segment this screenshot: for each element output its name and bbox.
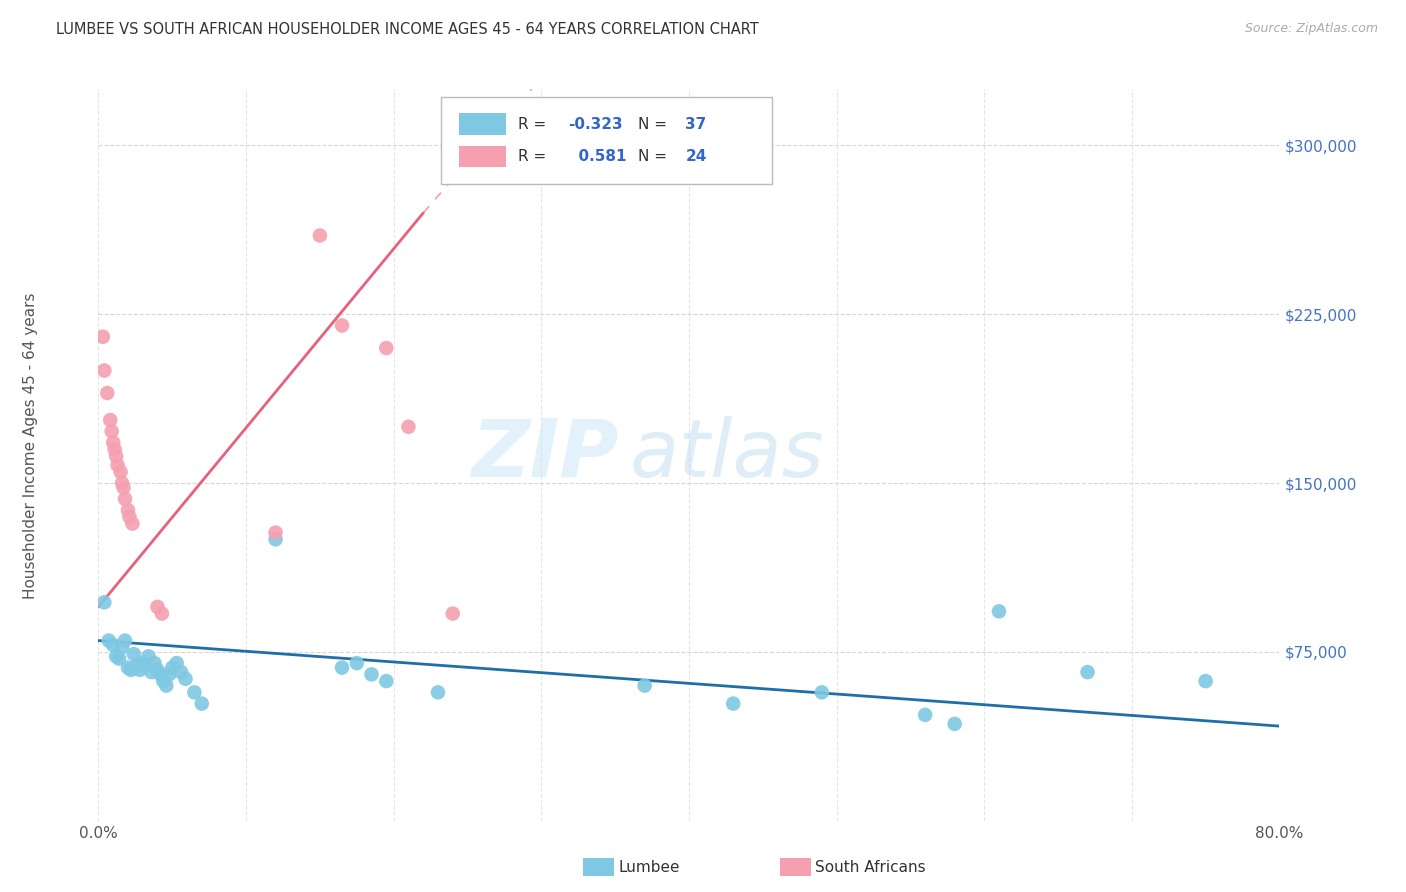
Point	[375, 674, 398, 689]
Text: Householder Income Ages 45 - 64 years: Householder Income Ages 45 - 64 years	[24, 293, 38, 599]
Point	[105, 449, 128, 463]
Text: ZIP: ZIP	[471, 416, 619, 494]
Text: R =: R =	[517, 149, 551, 164]
Point	[104, 442, 127, 457]
Point	[166, 656, 188, 670]
Point	[103, 435, 125, 450]
Text: N =: N =	[638, 149, 672, 164]
Text: -0.323: -0.323	[568, 117, 623, 132]
Point	[191, 697, 214, 711]
Point	[155, 679, 177, 693]
Text: atlas: atlas	[630, 416, 825, 494]
Point	[943, 717, 966, 731]
Text: 0.581: 0.581	[568, 149, 627, 164]
Text: LUMBEE VS SOUTH AFRICAN HOUSEHOLDER INCOME AGES 45 - 64 YEARS CORRELATION CHART: LUMBEE VS SOUTH AFRICAN HOUSEHOLDER INCO…	[56, 22, 759, 37]
Text: N =: N =	[638, 117, 672, 132]
Point	[117, 660, 139, 674]
Point	[174, 672, 197, 686]
Point	[108, 651, 131, 665]
Point	[132, 656, 155, 670]
Text: Source: ZipAtlas.com: Source: ZipAtlas.com	[1244, 22, 1378, 36]
Point	[150, 607, 173, 621]
Point	[97, 633, 120, 648]
Point	[117, 503, 139, 517]
Point	[152, 674, 174, 689]
Point	[170, 665, 193, 679]
Point	[183, 685, 205, 699]
Point	[375, 341, 398, 355]
Point	[330, 660, 353, 674]
Point	[309, 228, 332, 243]
FancyBboxPatch shape	[441, 96, 772, 185]
Point	[138, 649, 160, 664]
Point	[987, 604, 1010, 618]
Point	[135, 658, 157, 673]
Point	[110, 465, 132, 479]
Point	[1195, 674, 1218, 689]
Point	[264, 533, 287, 547]
Point	[162, 660, 183, 674]
Point	[914, 707, 936, 722]
Point	[141, 665, 163, 679]
Text: South Africans: South Africans	[815, 860, 927, 874]
Point	[111, 476, 134, 491]
Point	[360, 667, 382, 681]
Point	[105, 649, 128, 664]
Point	[264, 525, 287, 540]
Point	[121, 516, 143, 531]
Point	[122, 647, 145, 661]
Point	[721, 697, 744, 711]
Point	[118, 509, 141, 524]
Point	[810, 685, 832, 699]
FancyBboxPatch shape	[458, 145, 506, 168]
Point	[149, 667, 172, 681]
Point	[146, 599, 169, 614]
Point	[146, 663, 169, 677]
Text: R =: R =	[517, 117, 551, 132]
Point	[111, 640, 134, 655]
Point	[330, 318, 353, 333]
Point	[96, 386, 118, 401]
Point	[120, 663, 142, 677]
Text: Lumbee: Lumbee	[619, 860, 681, 874]
Point	[114, 491, 136, 506]
Point	[396, 419, 419, 434]
Point	[93, 595, 115, 609]
Point	[633, 679, 655, 693]
FancyBboxPatch shape	[458, 113, 506, 136]
Point	[100, 425, 122, 439]
Point	[107, 458, 129, 472]
Point	[103, 638, 125, 652]
Point	[93, 363, 115, 377]
Point	[91, 330, 114, 344]
Point	[1077, 665, 1099, 679]
Point	[427, 685, 450, 699]
Text: 24: 24	[685, 149, 707, 164]
Point	[441, 607, 464, 621]
Point	[98, 413, 121, 427]
Point	[114, 633, 136, 648]
Point	[157, 667, 180, 681]
Text: 37: 37	[685, 117, 707, 132]
Point	[128, 663, 150, 677]
Point	[143, 656, 166, 670]
Point	[125, 658, 148, 673]
Point	[112, 481, 135, 495]
Point	[346, 656, 368, 670]
